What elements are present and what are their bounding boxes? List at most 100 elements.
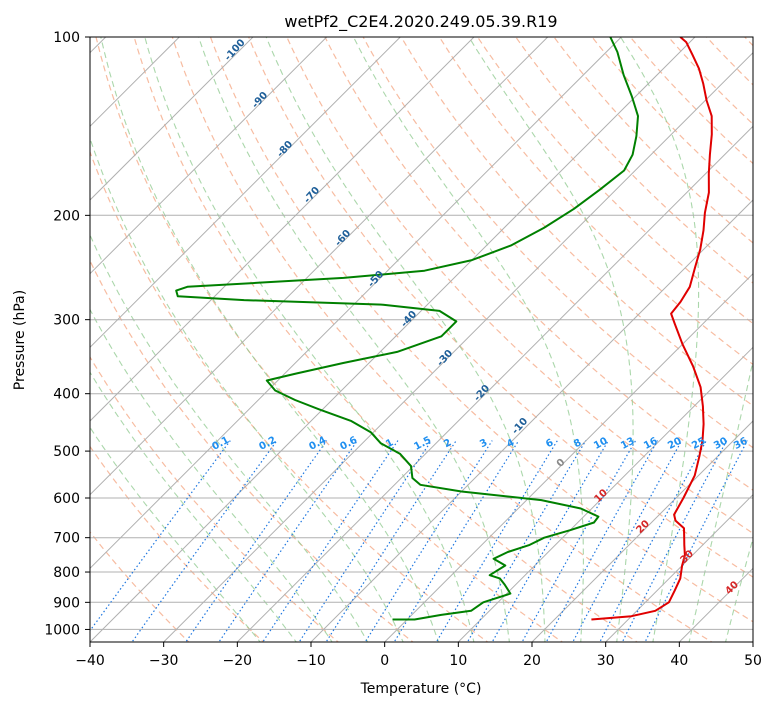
y-tick-label: 400 [53,387,80,403]
skewed-isotherm [457,346,753,642]
mixing-ratio-label: 10 [592,436,609,452]
mixing-ratio-label: 0.1 [210,435,231,453]
isotherm-label: -40 [399,309,419,330]
y-tick-label: 700 [53,531,80,547]
skewed-isotherm [236,125,753,642]
moist-adiabat [688,358,753,642]
y-axis-label: Pressure (hPa) [12,290,28,390]
dry-adiabat [591,37,753,204]
mixing-ratio-label: 0.2 [257,435,278,453]
moist-adiabat [90,233,369,642]
skewed-isotherm [90,37,696,642]
x-tick-label: 0 [380,653,389,669]
mixing-ratio-label: 16 [642,436,659,452]
moist-adiabat-label: 20 [634,518,652,536]
dry-adiabat [743,37,753,47]
dry-adiabat [362,37,753,449]
skewed-isotherm [90,37,475,422]
isotherm-label: -10 [510,416,530,437]
x-axis: −40 −30 −20 −10 0 10 20 30 40 50 [75,642,762,669]
mixing-ratio-line [599,440,707,642]
mixing-ratio-label: 36 [732,436,749,452]
x-tick-label: 20 [523,653,541,669]
isotherm-label: -90 [250,90,270,111]
isotherm-label: -100 [223,37,248,63]
dry-adiabat [90,150,489,642]
x-tick-label: 40 [670,653,688,669]
dry-adiabat [248,37,753,578]
x-tick-label: −20 [223,653,253,669]
x-tick-label: −10 [296,653,326,669]
mixing-ratio-line [572,440,683,642]
mixing-ratio-label: 6 [544,437,555,450]
mixing-ratio-line [90,440,231,632]
mixing-ratio-line [466,440,587,642]
mixing-ratio-line [185,440,328,642]
y-tick-label: 900 [53,595,80,611]
moist-adiabat [90,308,333,642]
skewed-isotherm [531,420,753,642]
moist-adiabat [90,371,297,642]
mixing-ratio-line [435,440,558,642]
moist-adiabat [90,136,404,642]
skewed-isotherm [90,37,401,349]
mixing-ratio-line [298,440,432,642]
mixing-ratio-label: 1.5 [412,435,433,453]
x-tick-label: 30 [597,653,615,669]
skewed-isotherm [752,641,753,642]
y-tick-label: 1000 [44,622,80,638]
mixing-ratio-label: 0.4 [307,435,328,453]
y-tick-label: 200 [53,208,80,224]
moist-adiabat [468,37,634,642]
dry-adiabat [705,37,753,86]
mixing-ratio-line [621,440,728,642]
x-tick-label: −40 [75,653,105,669]
mixing-ratio-label: 2 [442,437,453,450]
moist-adiabat [100,37,440,642]
skewed-isotherm [678,567,753,642]
dry-adiabat [133,37,639,642]
mixing-ratio-line [545,440,659,642]
moist-adiabat [353,37,584,642]
mixing-ratio-label: 30 [712,436,729,452]
dry-adiabats [90,37,753,642]
moist-adiabat [90,426,261,642]
temperature-line [591,37,713,621]
moist-adiabat-label: 0 [555,457,568,470]
skewed-isotherm-gridlines [90,37,753,642]
dry-adiabat [171,37,713,642]
mixing-ratio-label: 4 [505,437,516,450]
mixing-ratio-label: 3 [478,437,489,450]
plot-frame [89,36,754,643]
isobar-gridlines [90,37,753,630]
dewpoint-line [175,37,639,621]
dry-adiabat [90,259,414,642]
moist-adiabat [725,536,753,642]
y-tick-label: 500 [53,444,80,460]
dry-adiabat [438,37,753,366]
dry-adiabat [476,37,753,325]
isotherm-label: -70 [302,185,322,206]
mixing-ratio-label: 25 [690,436,707,452]
isotherm-label: -50 [366,269,386,290]
mixing-ratio-line [325,440,457,642]
chart-title: wetPf2_C2E4.2020.249.05.39.R19 [284,12,557,32]
skewed-isotherm [90,37,328,275]
skewed-isotherm [605,493,753,642]
moist-adiabat [198,37,510,642]
dry-adiabat [400,37,753,407]
x-axis-label: Temperature (°C) [360,681,482,697]
dry-adiabat [629,37,753,165]
dry-adiabat [286,37,753,535]
mixing-ratio-label: 8 [572,437,583,450]
x-tick-label: 10 [449,653,467,669]
skewed-isotherm [163,51,753,642]
isotherm-label: -60 [333,228,353,249]
dry-adiabat [90,445,265,642]
mixing-ratio-label: 20 [666,436,683,452]
mixing-ratio-line [521,440,637,642]
plot-area: -100 -90 -80 -70 -60 -50 -40 -30 -20 -10 0.1 0.2 0.4… [90,37,753,642]
moist-adiabats [90,37,753,642]
skewed-isotherm [90,37,254,201]
dry-adiabat [667,37,753,125]
